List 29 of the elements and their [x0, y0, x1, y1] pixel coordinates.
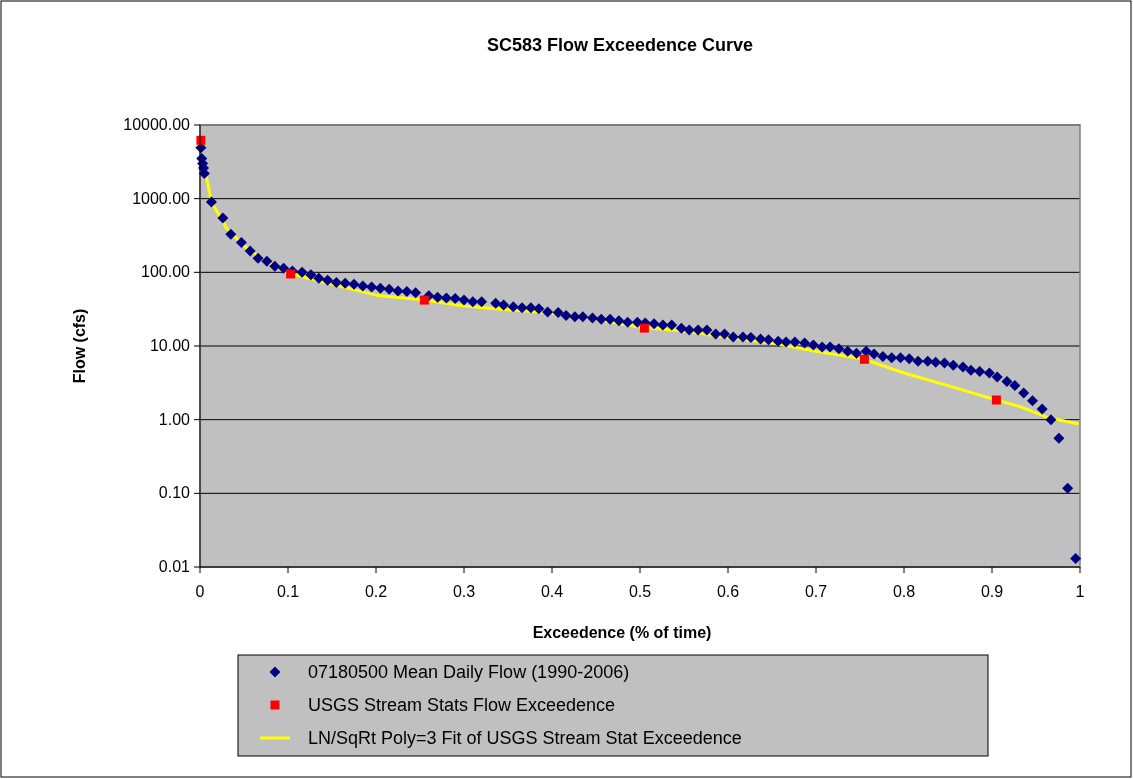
point — [991, 395, 1001, 405]
x-tick-label: 0.6 — [716, 583, 740, 600]
point — [639, 323, 649, 333]
legend-label: LN/SqRt Poly=3 Fit of USGS Stream Stat Exceedence — [308, 728, 742, 748]
point — [859, 354, 869, 364]
y-tick-label: 10.00 — [149, 337, 191, 354]
x-tick-label: 1 — [1075, 583, 1085, 600]
y-tick-label: 10000.00 — [123, 116, 191, 133]
x-tick-label: 0 — [195, 583, 205, 600]
y-tick-label: 0.10 — [158, 484, 191, 502]
legend-label: 07180500 Mean Daily Flow (1990-2006) — [308, 662, 630, 682]
x-tick-label: 0.8 — [892, 583, 916, 600]
x-axis-title: Exceedence (% of time) — [532, 624, 712, 641]
y-tick-label: 100.00 — [141, 263, 191, 281]
point — [419, 295, 429, 305]
y-tick-label: 1.00 — [158, 410, 191, 428]
point — [286, 269, 296, 279]
x-tick-label: 0.5 — [628, 583, 652, 600]
x-tick-label: 0.2 — [364, 583, 388, 600]
y-axis-title: Flow (cfs) — [71, 308, 88, 384]
x-tick-label: 0.1 — [276, 583, 300, 600]
x-tick-label: 0.4 — [540, 583, 564, 600]
y-tick-label: 0.01 — [158, 558, 191, 575]
y-tick-label: 1000.00 — [132, 189, 191, 207]
x-tick-label: 0.7 — [804, 583, 828, 600]
x-tick-label: 0.9 — [980, 583, 1004, 600]
x-tick-label: 0.3 — [452, 583, 476, 600]
chart-title: SC583 Flow Exceedence Curve — [486, 35, 754, 55]
legend-label: USGS Stream Stats Flow Exceedence — [308, 695, 616, 715]
